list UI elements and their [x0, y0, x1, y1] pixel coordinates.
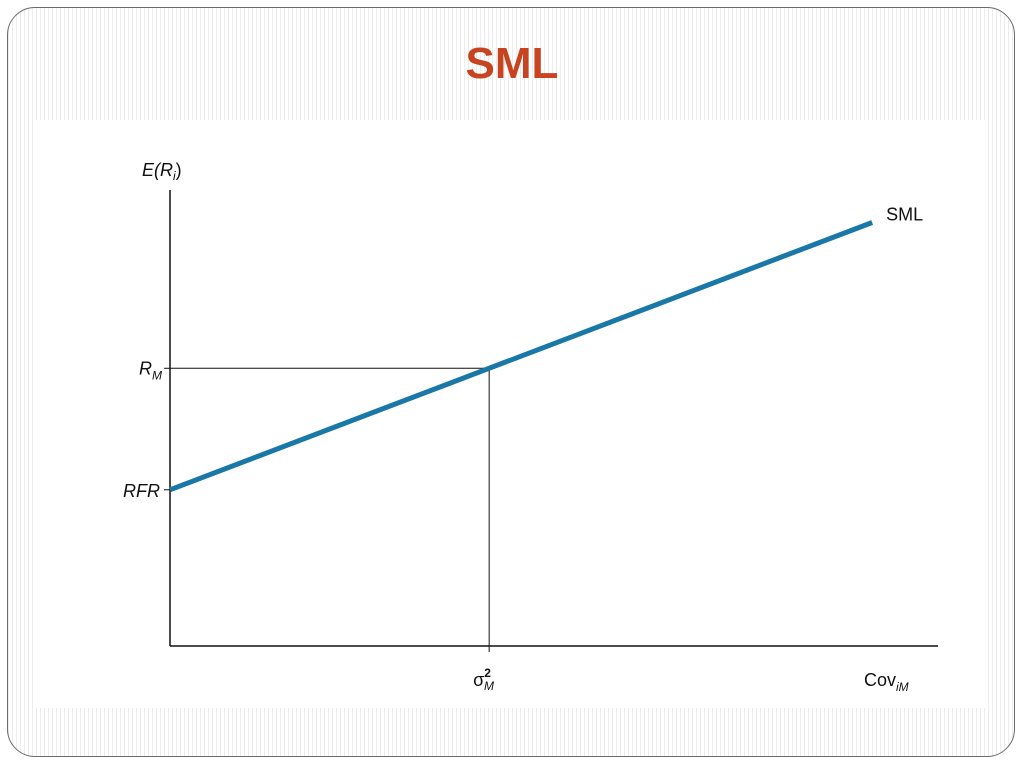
y-axis-label: E(Ri) — [142, 160, 182, 183]
x-axis-label-main: Cov — [864, 670, 896, 690]
x-tick-label-sigma: σ2 M — [473, 666, 494, 693]
y-axis-label-close: ) — [176, 160, 182, 180]
plot-panel: E(Ri) RM RFR σ2 M CoviM SML — [36, 120, 986, 708]
sml-series-label: SML — [886, 204, 923, 224]
y-tick-label-rm-sub: M — [152, 368, 162, 382]
sml-chart: E(Ri) RM RFR σ2 M CoviM SML — [123, 160, 938, 694]
x-axis-label-sub: iM — [896, 680, 909, 694]
y-axis-label-sub: i — [173, 169, 176, 183]
x-tick-label-sigma-main: σ — [473, 670, 484, 690]
y-axis-label-main: E(R — [142, 160, 173, 180]
x-tick-label-sigma-sup: 2 — [484, 666, 491, 680]
sml-series-line — [169, 220, 874, 493]
slide-title: SML — [465, 39, 559, 88]
x-tick-label-sigma-sub: M — [484, 679, 494, 693]
y-tick-label-rfr: RFR — [123, 481, 160, 501]
x-axis-label: CoviM — [864, 670, 909, 694]
y-tick-label-rm-main: R — [139, 358, 152, 378]
y-tick-label-rm: RM — [139, 358, 162, 382]
